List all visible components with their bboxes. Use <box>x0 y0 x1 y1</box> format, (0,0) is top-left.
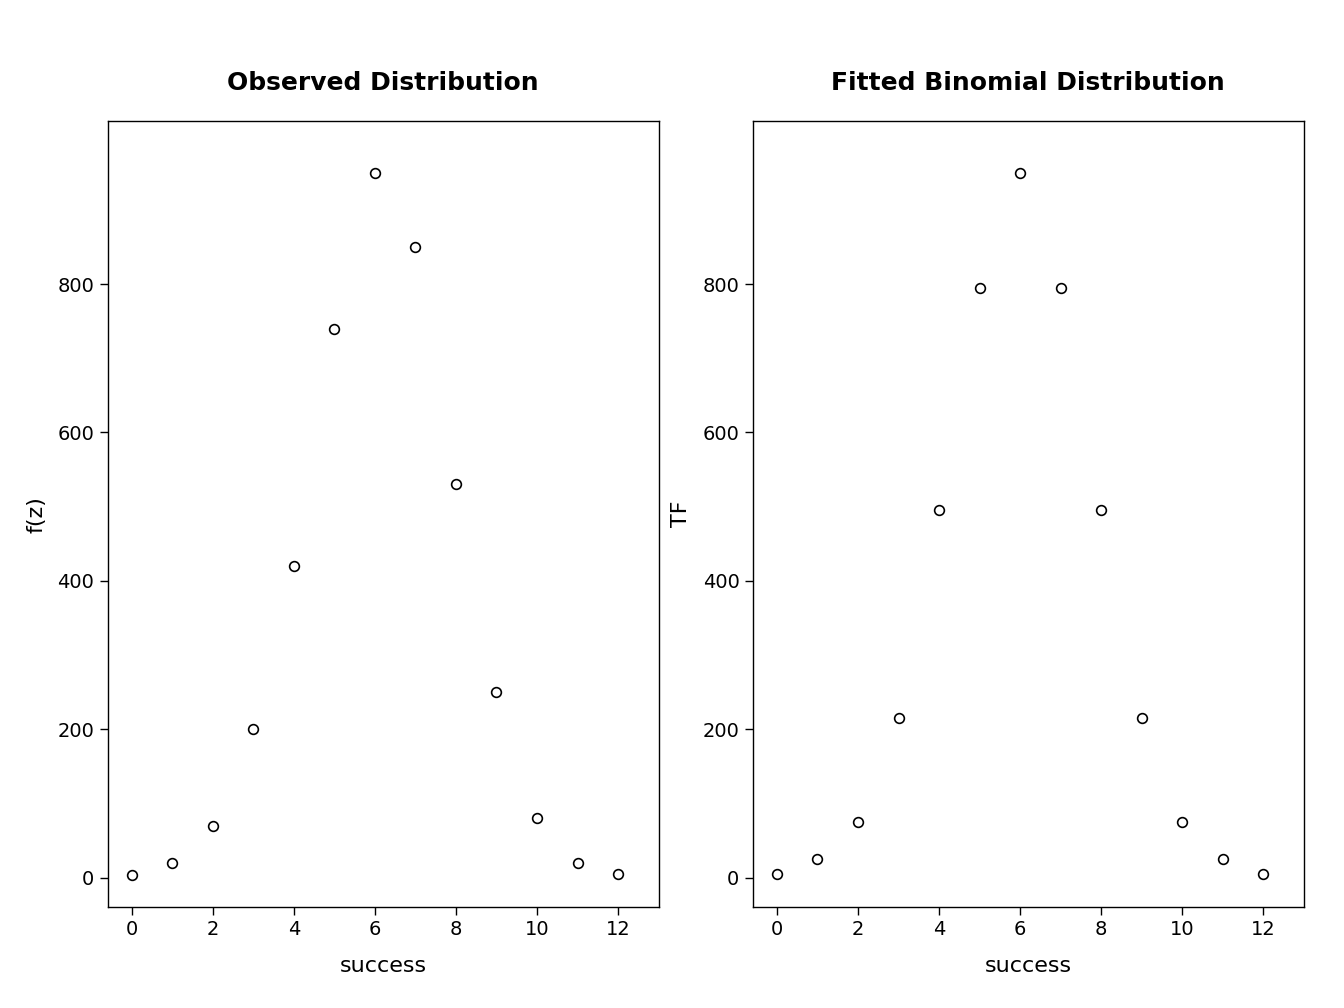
Y-axis label: TF: TF <box>672 501 691 527</box>
Title: Observed Distribution: Observed Distribution <box>227 72 539 96</box>
X-axis label: success: success <box>340 956 426 976</box>
X-axis label: success: success <box>985 956 1071 976</box>
Title: Fitted Binomial Distribution: Fitted Binomial Distribution <box>832 72 1224 96</box>
Y-axis label: f(z): f(z) <box>27 496 46 532</box>
